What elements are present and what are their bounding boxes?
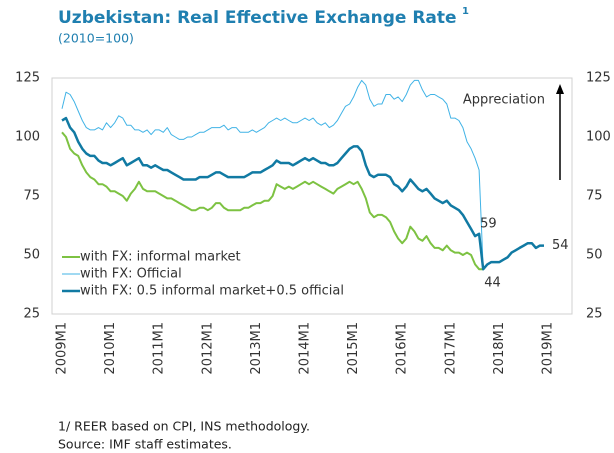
y2-tick-label: 25	[586, 307, 603, 322]
y2-tick-label: 75	[586, 189, 603, 204]
y2-tick-label: 125	[586, 71, 611, 86]
data-label: 59	[480, 216, 497, 231]
annotation-arrowhead	[556, 84, 564, 94]
y-tick-label: 75	[23, 189, 40, 204]
y-tick-label: 50	[23, 248, 40, 263]
legend-label: with FX: 0.5 informal market+0.5 officia…	[80, 284, 344, 299]
x-tick-label: 2016M1	[395, 322, 410, 375]
series-line	[61, 131, 484, 271]
x-tick-label: 2012M1	[200, 322, 215, 375]
y-tick-label: 25	[23, 307, 40, 322]
x-tick-label: 2018M1	[492, 322, 507, 375]
data-label: 44	[484, 276, 501, 291]
footnote: 1/ REER based on CPI, INS methodology.	[58, 419, 310, 434]
x-tick-label: 2011M1	[152, 322, 167, 375]
plot-frame	[51, 77, 573, 315]
legend-label: with FX: informal market	[80, 250, 241, 265]
y2-tick-label: 100	[586, 130, 611, 145]
series-line	[61, 116, 544, 271]
chart-subtitle: (2010=100)	[58, 31, 134, 46]
y-tick-label: 100	[15, 130, 40, 145]
x-tick-label: 2009M1	[55, 322, 70, 375]
x-tick-label: 2010M1	[103, 322, 118, 375]
title-note-marker: 1	[462, 6, 469, 17]
annotation: Appreciation	[463, 93, 545, 108]
x-tick-label: 2019M1	[541, 322, 556, 375]
chart-title: Uzbekistan: Real Effective Exchange Rate	[58, 8, 457, 28]
x-tick-label: 2015M1	[346, 322, 361, 375]
x-tick-label: 2013M1	[249, 322, 264, 375]
y2-tick-label: 50	[586, 248, 603, 263]
x-tick-label: 2017M1	[443, 322, 458, 375]
legend-label: with FX: Official	[80, 267, 182, 282]
series-line	[61, 79, 484, 270]
x-tick-label: 2014M1	[298, 322, 313, 375]
data-label: 54	[552, 238, 569, 253]
y-tick-label: 125	[15, 71, 40, 86]
source-note: Source: IMF staff estimates.	[58, 437, 232, 452]
